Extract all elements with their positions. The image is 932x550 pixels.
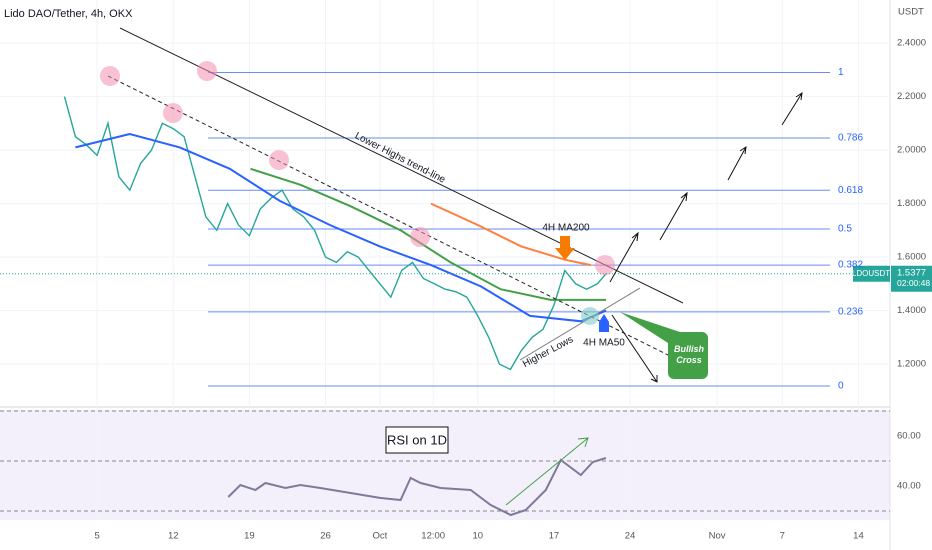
y-tick-label: 40.00 (897, 481, 921, 492)
x-tick-label: 17 (549, 531, 560, 542)
fib-label: 0.618 (838, 185, 863, 196)
y-tick-label: 1.4000 (897, 305, 926, 316)
arrow-ma50 (599, 314, 609, 332)
fib-label: 0.382 (838, 260, 863, 271)
projection-arrows (609, 91, 803, 383)
x-tick-label: Oct (373, 531, 388, 542)
x-tick-label: 10 (473, 531, 484, 542)
y-tick-label: 1.8000 (897, 198, 926, 209)
rsi-title-box (385, 426, 449, 454)
rsi-title: RSI on 1D (387, 432, 447, 447)
x-tick-label: 24 (625, 531, 636, 542)
callout-text: Bullish Cross (673, 344, 704, 365)
y-unit: USDT (898, 7, 924, 18)
price-label: 1.5377 (897, 267, 926, 278)
symbol-label: LDOUSDT (852, 269, 890, 278)
fib-label: 0.236 (838, 307, 863, 318)
fib-label: 1 (838, 67, 844, 78)
y-tick-label: 60.00 (897, 431, 921, 442)
y-tick-label: 1.2000 (897, 359, 926, 370)
x-tick-label: 12 (168, 531, 179, 542)
countdown-label: 02:00:48 (897, 278, 930, 288)
bullish-callout (620, 312, 708, 379)
x-tick-label: 7 (780, 531, 785, 542)
y-tick-label: 2.2000 (897, 91, 926, 102)
y-tick-label: 2.0000 (897, 145, 926, 156)
price-tag (891, 265, 932, 292)
fib-label: 0 (838, 381, 844, 392)
x-tick-label: Nov (709, 531, 726, 542)
x-tick-label: 5 (94, 531, 99, 542)
y-tick-label: 2.4000 (897, 38, 926, 49)
callout-box: Bullish Cross (673, 344, 704, 365)
chart-title: Lido DAO/Tether, 4h, OKX (4, 8, 133, 20)
fib-label: 0.5 (838, 224, 852, 235)
series-line (75, 132, 607, 323)
x-tick-label: 19 (244, 531, 255, 542)
series-line (227, 457, 607, 517)
trend-line-dashed (107, 75, 669, 356)
annotation: 4H MA200 (542, 223, 590, 234)
annotation: Higher Lows (521, 334, 575, 370)
cross-circle (581, 307, 599, 325)
annotation: 4H MA50 (583, 338, 625, 349)
rsi-arrow (505, 437, 589, 506)
series-line (430, 202, 592, 267)
higher-lows-line (519, 287, 641, 361)
y-tick-label: 1.6000 (897, 252, 926, 263)
x-tick-label: 14 (853, 531, 864, 542)
series-line (250, 167, 607, 301)
arrow-ma200 (555, 236, 575, 260)
fib-label: 0.786 (838, 133, 863, 144)
highlight-circles (100, 61, 615, 275)
x-tick-label: 26 (320, 531, 331, 542)
x-tick-label: 12:00 (421, 531, 445, 542)
symbol-tag (853, 265, 890, 282)
